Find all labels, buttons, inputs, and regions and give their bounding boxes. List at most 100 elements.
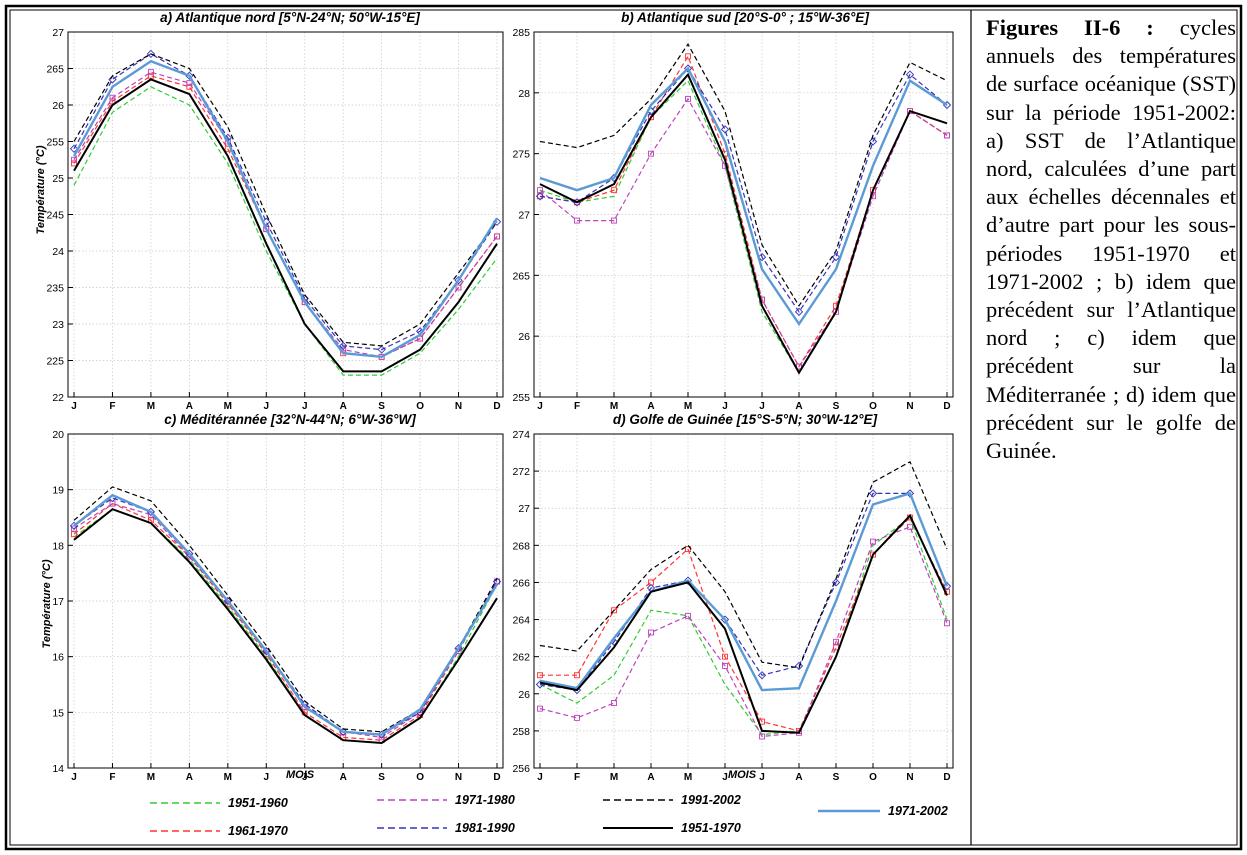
data-point-1971-1980 [224, 598, 231, 604]
y-tick-label: 27 [518, 503, 530, 515]
data-point-1961-1970 [685, 53, 691, 60]
plot-frame [67, 31, 504, 398]
data-point-1971-1980 [648, 150, 654, 157]
y-tick-label: 22 [52, 392, 64, 404]
y-tick-label: 262 [512, 652, 530, 664]
data-point-1981-1990 [69, 144, 79, 153]
series-line-1971-1980 [539, 526, 948, 738]
x-tick-label: J [759, 401, 765, 412]
data-point-1961-1970 [574, 672, 580, 679]
y-tick-label: 268 [512, 540, 530, 552]
series-line-1981-1990 [539, 492, 948, 691]
x-tick-label: A [340, 772, 347, 783]
data-point-1971-1980 [71, 525, 77, 532]
plot-frame [533, 31, 954, 398]
data-point-1971-1980 [611, 700, 617, 707]
y-tick-label: 25 [52, 173, 64, 185]
series-line-1971-2002 [73, 493, 499, 736]
chart-atlantique-sud: b) Atlantique sud [20°S-0° ; 15°W-36°E] … [512, 10, 954, 412]
x-tick-label: A [647, 772, 654, 783]
data-point-1981-1990 [942, 582, 952, 591]
data-point-1981-1990 [262, 217, 271, 226]
x-tick-label: J [302, 772, 308, 783]
data-point-1961-1970 [147, 72, 154, 79]
y-tick-label: 275 [512, 149, 530, 161]
x-tick-label: A [186, 772, 193, 783]
y-tick-label: 17 [52, 596, 64, 608]
y-tick-label: 27 [52, 27, 64, 39]
chart-title: c) Méditérannée [32°N-44°N; 6°W-36°W] [164, 412, 416, 427]
data-point-1981-1990 [794, 307, 804, 316]
chart-title: a) Atlantique nord [5°N-24°N; 50°W-15°E] [160, 10, 420, 25]
data-point-1971-1980 [611, 217, 617, 224]
y-axis-label: Température (°C) [41, 559, 53, 648]
data-point-1981-1990 [794, 661, 804, 671]
y-tick-label: 26 [52, 100, 64, 112]
data-point-1971-1980 [71, 156, 77, 163]
data-point-1971-1980 [301, 703, 308, 710]
legend-label: 1971-1980 [455, 793, 515, 807]
y-tick-label: 274 [512, 429, 530, 441]
data-point-1971-1980 [263, 648, 270, 655]
x-tick-label: D [493, 401, 500, 412]
data-point-1981-1990 [868, 137, 878, 146]
data-point-1971-1980 [574, 714, 580, 721]
data-point-1981-1990 [454, 644, 463, 653]
series-line-1951-1970 [73, 508, 498, 745]
data-point-1981-1990 [683, 576, 693, 585]
chart-title: d) Golfe de Guinée [15°S-5°N; 30°W-12°E] [613, 412, 878, 427]
chart-atlantique-nord: a) Atlantique nord [5°N-24°N; 50°W-15°E]… [35, 10, 504, 412]
series-line-1951-1960 [73, 86, 498, 376]
data-point-1971-1980 [147, 69, 154, 76]
legend-label: 1991-2002 [681, 793, 741, 807]
data-point-1971-1980 [870, 538, 876, 545]
series-line-1951-1970 [539, 72, 948, 375]
plot-frame [67, 433, 504, 769]
y-tick-label: 235 [46, 283, 64, 295]
data-point-1971-1980 [833, 638, 839, 645]
series-line-1951-1970 [73, 78, 498, 373]
x-tick-label: F [109, 772, 115, 783]
data-point-1961-1970 [71, 531, 77, 538]
x-tick-label: F [574, 401, 580, 412]
data-point-1971-1980 [722, 662, 728, 669]
legend: 1951-1960 1961-1970 1971-1980 1981-1990 1991… [150, 793, 948, 838]
y-tick-label: 245 [46, 210, 64, 222]
series-line-1961-1970 [539, 54, 948, 368]
data-point-1971-1980 [944, 132, 950, 139]
y-tick-label: 24 [52, 246, 64, 258]
plot-area [534, 32, 953, 397]
data-point-1981-1990 [377, 345, 386, 354]
x-tick-label: M [684, 401, 692, 412]
data-point-1961-1970 [71, 160, 77, 167]
x-tick-label: A [340, 401, 347, 412]
x-tick-label: J [722, 401, 728, 412]
plot-frame [533, 433, 954, 769]
x-tick-label: A [647, 401, 654, 412]
x-tick-label: S [833, 401, 840, 412]
data-point-1961-1970 [537, 672, 543, 679]
x-tick-label: J [537, 772, 543, 783]
x-tick-label: J [71, 401, 77, 412]
y-tick-label: 266 [512, 577, 530, 589]
chart-marks: 255 26 265 27 275 28 285 J F M A M J J A S O N D [512, 27, 954, 412]
y-tick-label: 16 [52, 652, 64, 664]
data-point-1981-1990 [339, 341, 348, 351]
x-tick-label: J [759, 772, 765, 783]
series-line-1951-1960 [539, 516, 948, 736]
y-tick-label: 285 [512, 27, 530, 39]
y-tick-label: 255 [512, 392, 530, 404]
outer-border [4, 4, 1243, 851]
x-axis-label: MOIS [728, 769, 757, 781]
y-tick-label: 265 [46, 64, 64, 76]
x-axis-label: MOIS [286, 769, 315, 781]
x-tick-label: A [795, 401, 802, 412]
chart-marks: 256 258 26 262 264 266 268 27 272 274 J F M A M J J A S O N D [512, 429, 954, 783]
x-tick-label: O [869, 772, 877, 783]
plot-area [534, 434, 953, 768]
data-point-1971-1980 [574, 217, 580, 224]
x-tick-label: S [378, 401, 385, 412]
data-point-1981-1990 [535, 192, 545, 201]
series-line-1971-1980 [73, 71, 498, 358]
y-tick-label: 27 [518, 210, 530, 222]
